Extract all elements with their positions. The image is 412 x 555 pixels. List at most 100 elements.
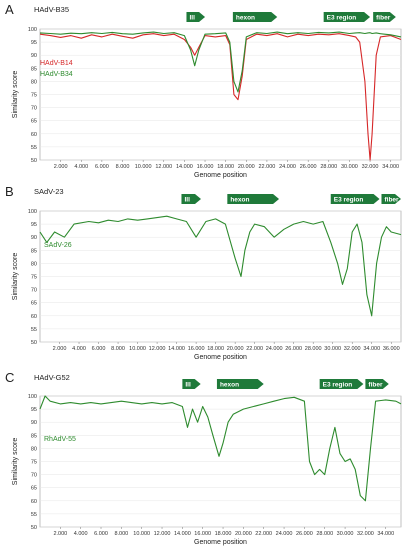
series-line-hadv-b14 (39, 33, 402, 161)
x-tick-label: 26.000 (285, 346, 302, 352)
panel-letter: B (5, 184, 14, 199)
y-tick-label: 80 (31, 446, 37, 452)
y-tick-label: 75 (31, 460, 37, 466)
gene-label: E3 region (323, 382, 353, 389)
y-tick-label: 90 (31, 235, 37, 241)
gene-arrow-hexon (216, 379, 264, 389)
gene-label: E3 region (327, 15, 357, 22)
x-tick-label: 10.000 (135, 164, 152, 170)
y-tick-label: 100 (28, 394, 37, 400)
x-axis-label: Genome position (194, 354, 247, 361)
gene-label: III (185, 382, 191, 389)
x-tick-label: 12.000 (154, 531, 171, 537)
series-line-hadv-b34 (39, 31, 402, 93)
y-tick-label: 65 (31, 301, 37, 307)
x-tick-label: 2.000 (53, 346, 67, 352)
x-tick-label: 28.000 (305, 346, 322, 352)
x-tick-label: 30.000 (341, 164, 358, 170)
x-tick-label: 26.000 (300, 164, 317, 170)
reference-name: SAdV-23 (34, 187, 64, 196)
reference-name: HAdV-B35 (34, 5, 69, 14)
gene-label: hexon (236, 15, 255, 22)
x-tick-label: 32.000 (362, 164, 379, 170)
x-tick-label: 16.000 (197, 164, 214, 170)
x-tick-label: 8.000 (111, 346, 125, 352)
x-tick-label: 18.000 (215, 531, 232, 537)
x-tick-label: 6.000 (95, 164, 109, 170)
y-tick-label: 55 (31, 512, 37, 518)
x-tick-label: 14.000 (168, 346, 185, 352)
x-tick-label: 28.000 (320, 164, 337, 170)
x-tick-label: 10.000 (133, 531, 150, 537)
x-tick-label: 32.000 (357, 531, 374, 537)
gene-label: hexon (220, 382, 239, 389)
x-axis-label: Genome position (194, 539, 247, 546)
y-tick-label: 100 (28, 209, 37, 215)
gene-label: fiber (384, 197, 399, 204)
gene-arrow-hexon (227, 194, 280, 204)
y-tick-label: 75 (31, 93, 37, 99)
x-tick-label: 20.000 (238, 164, 255, 170)
x-tick-label: 6.000 (92, 346, 106, 352)
y-tick-label: 85 (31, 248, 37, 254)
x-tick-label: 18.000 (217, 164, 234, 170)
y-axis-label: Similarity score (12, 438, 19, 486)
y-tick-label: 60 (31, 314, 37, 320)
y-tick-label: 85 (31, 66, 37, 72)
x-tick-label: 14.000 (174, 531, 191, 537)
x-tick-label: 8.000 (116, 164, 130, 170)
x-tick-label: 26.000 (296, 531, 313, 537)
y-tick-label: 60 (31, 132, 37, 138)
x-tick-label: 22.000 (259, 164, 276, 170)
reference-name: HAdV-G52 (34, 373, 70, 382)
y-tick-label: 70 (31, 106, 37, 112)
x-tick-label: 36.000 (383, 346, 400, 352)
x-tick-label: 4.000 (72, 346, 86, 352)
gene-label: III (184, 197, 190, 204)
x-tick-label: 24.000 (276, 531, 293, 537)
x-tick-label: 4.000 (74, 164, 88, 170)
x-tick-label: 28.000 (316, 531, 333, 537)
y-tick-label: 65 (31, 486, 37, 492)
x-tick-label: 12.000 (155, 164, 172, 170)
gene-label: E3 region (334, 197, 364, 204)
y-tick-label: 70 (31, 288, 37, 294)
y-axis-label: Similarity score (12, 71, 19, 119)
x-tick-label: 2.000 (54, 164, 68, 170)
series-label: RhAdV-55 (44, 436, 76, 443)
series-line-sadv-26 (39, 215, 402, 317)
y-tick-label: 100 (28, 27, 37, 33)
gene-label: fiber (376, 15, 391, 22)
x-tick-label: 2.000 (53, 531, 67, 537)
y-tick-label: 50 (31, 340, 37, 346)
y-tick-label: 95 (31, 222, 37, 228)
x-tick-label: 30.000 (337, 531, 354, 537)
panel-a: A HAdV-B35 III hexon E3 region fiber 50 55 60 65 7… (5, 2, 402, 179)
y-tick-label: 50 (31, 158, 37, 164)
y-tick-label: 50 (31, 525, 37, 531)
gene-arrow-iii (181, 194, 201, 204)
gene-label: hexon (230, 197, 249, 204)
gene-label: III (189, 15, 195, 22)
gene-arrow-iii (182, 379, 201, 389)
x-tick-label: 4.000 (74, 531, 88, 537)
y-tick-label: 65 (31, 119, 37, 125)
x-tick-label: 6.000 (94, 531, 108, 537)
x-tick-label: 20.000 (235, 531, 252, 537)
x-tick-label: 12.000 (149, 346, 166, 352)
y-tick-label: 85 (31, 433, 37, 439)
x-tick-label: 8.000 (114, 531, 128, 537)
gene-arrow-e3-region (323, 12, 371, 22)
series-line-rhadv-55 (39, 395, 402, 502)
x-tick-label: 16.000 (194, 531, 211, 537)
panel-letter: A (5, 2, 14, 17)
panel-c: C HAdV-G52 III hexon E3 region fiber 50 55 60 65 7… (5, 370, 402, 546)
x-tick-label: 20.000 (227, 346, 244, 352)
y-tick-label: 60 (31, 499, 37, 505)
y-tick-label: 90 (31, 420, 37, 426)
x-tick-label: 24.000 (279, 164, 296, 170)
series-label: HAdV-B34 (40, 71, 73, 78)
x-tick-label: 16.000 (188, 346, 205, 352)
x-tick-label: 34.000 (363, 346, 380, 352)
